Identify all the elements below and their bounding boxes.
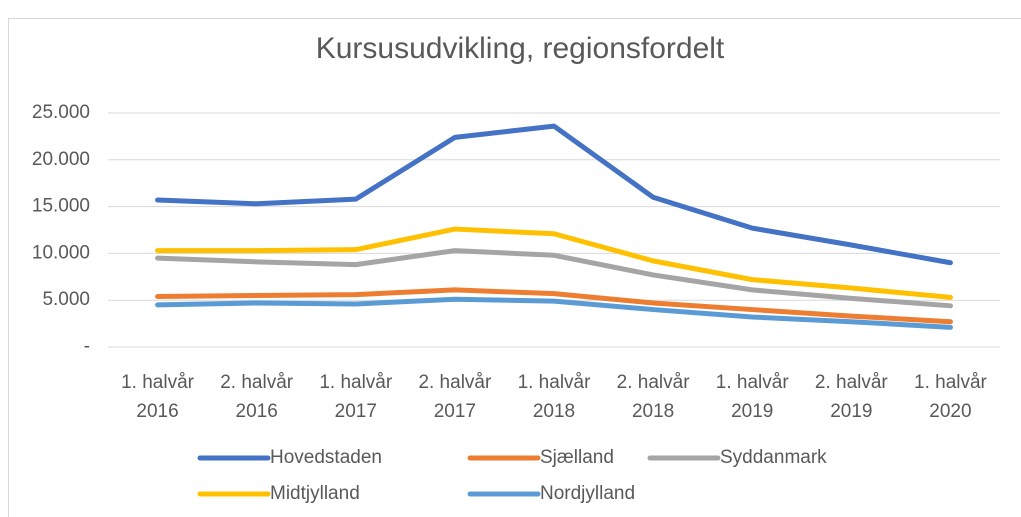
- series-line: [155, 226, 953, 300]
- x-tick-label: 1. halvår 2016: [121, 372, 194, 422]
- x-tick-label-box: 1. halvår 2017: [319, 372, 393, 422]
- x-tick-label: 2. halvår 2018: [616, 372, 690, 422]
- y-tick-label: -: [84, 336, 90, 357]
- y-tick-label: 5.000: [42, 289, 90, 310]
- x-tick-label: 1. halvår 2018: [517, 372, 591, 422]
- x-tick-label-box: 2. halvår 2019: [814, 372, 888, 422]
- y-tick-label: 20.000: [32, 149, 90, 170]
- series-line: [155, 296, 953, 330]
- series-line: [155, 287, 953, 325]
- x-tick-label-box: 2. halvår 2017: [418, 372, 492, 422]
- x-tick-label-box: 2. halvår 2018: [616, 372, 690, 422]
- legend-label: Sjælland: [540, 447, 614, 468]
- legend-label: Nordjylland: [540, 483, 635, 504]
- legend-label: Midtjylland: [270, 483, 360, 504]
- x-tick-label: 1. halvår 2019: [715, 372, 789, 422]
- x-tick-label: 2. halvår 2017: [418, 372, 492, 422]
- legend-label: Hovedstaden: [270, 447, 382, 468]
- x-tick-label: 1. halvår 2020: [914, 372, 987, 422]
- series-line: [155, 123, 953, 266]
- y-tick-label: 15.000: [32, 196, 90, 217]
- x-tick-label-box: 1. halvår 2016: [121, 372, 194, 422]
- x-tick-label-box: 1. halvår 2020: [914, 372, 987, 422]
- x-tick-label: 2. halvår 2019: [814, 372, 888, 422]
- series-line: [155, 248, 953, 309]
- x-tick-label: 2. halvår 2016: [220, 372, 294, 422]
- chart-title: Kursusudvikling, regionsfordelt: [316, 32, 725, 65]
- x-tick-label-box: 2. halvår 2016: [220, 372, 294, 422]
- x-tick-label: 1. halvår 2017: [319, 372, 393, 422]
- y-tick-label: 25.000: [32, 102, 90, 123]
- legend-label: Syddanmark: [720, 447, 827, 468]
- y-tick-label: 10.000: [32, 242, 90, 263]
- x-tick-label-box: 1. halvår 2018: [517, 372, 591, 422]
- chart-border: [8, 18, 1021, 517]
- x-tick-label-box: 1. halvår 2019: [715, 372, 789, 422]
